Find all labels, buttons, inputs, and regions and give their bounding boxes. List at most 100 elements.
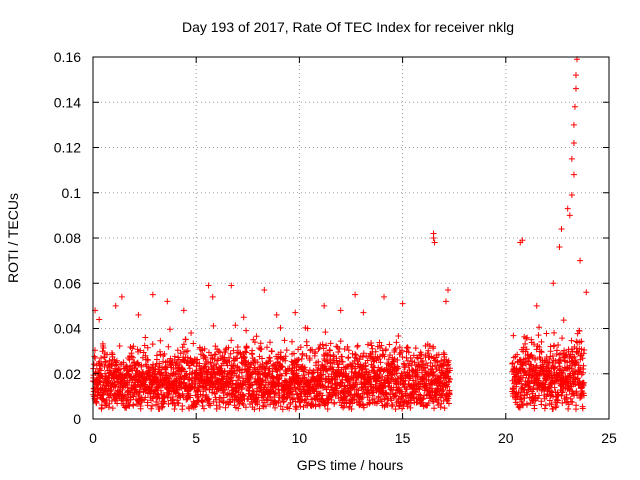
data-point xyxy=(257,340,264,347)
data-point xyxy=(179,344,186,351)
data-point xyxy=(137,347,144,354)
data-point xyxy=(232,322,239,329)
data-point xyxy=(292,309,299,316)
data-point xyxy=(566,387,573,394)
data-point xyxy=(233,372,240,379)
data-point xyxy=(548,401,555,408)
data-point xyxy=(509,360,516,367)
y-tick-label: 0.08 xyxy=(54,230,81,246)
data-point xyxy=(97,367,104,374)
data-point xyxy=(327,340,334,347)
data-point xyxy=(209,293,216,300)
data-point xyxy=(330,351,337,358)
data-point xyxy=(580,379,587,386)
data-point xyxy=(532,355,539,362)
data-point xyxy=(267,339,274,346)
data-point xyxy=(113,395,120,402)
data-point xyxy=(533,302,540,309)
data-point xyxy=(389,401,396,408)
data-point xyxy=(312,348,319,355)
data-point xyxy=(323,366,330,373)
data-point xyxy=(123,405,130,412)
data-point xyxy=(281,337,288,344)
data-point xyxy=(286,405,293,412)
data-point xyxy=(570,121,577,128)
data-point xyxy=(109,351,116,358)
data-point xyxy=(521,395,528,402)
data-point xyxy=(240,314,247,321)
data-point xyxy=(395,333,402,340)
data-point xyxy=(551,342,558,349)
data-point xyxy=(560,317,567,324)
data-point xyxy=(201,345,208,352)
data-point xyxy=(289,338,296,345)
data-point xyxy=(205,349,212,356)
data-point xyxy=(184,347,191,354)
data-point xyxy=(251,339,258,346)
data-point xyxy=(579,405,586,412)
data-point xyxy=(275,376,282,383)
data-point xyxy=(316,402,323,409)
data-point xyxy=(410,352,417,359)
data-point xyxy=(183,370,190,377)
data-point xyxy=(104,351,111,358)
data-point xyxy=(407,354,414,361)
data-point xyxy=(348,405,355,412)
data-point xyxy=(396,351,403,358)
data-point xyxy=(399,300,406,307)
data-point xyxy=(543,330,550,337)
data-point xyxy=(555,391,562,398)
data-point xyxy=(236,373,243,380)
data-point xyxy=(445,357,452,364)
data-point xyxy=(212,351,219,358)
data-point xyxy=(550,280,557,287)
data-point xyxy=(140,368,147,375)
data-point xyxy=(377,359,384,366)
data-point xyxy=(148,405,155,412)
data-point xyxy=(197,382,204,389)
y-axis: 0 0.02 0.04 0.06 0.08 0.1 0.12 0.14 0.16 xyxy=(54,49,609,427)
data-point xyxy=(191,384,198,391)
data-point xyxy=(316,390,323,397)
data-point xyxy=(240,392,247,399)
data-point xyxy=(306,355,313,362)
y-axis-label: ROTI / TECUs xyxy=(5,193,21,283)
data-point xyxy=(135,311,142,318)
data-point xyxy=(434,358,441,365)
data-point xyxy=(238,396,245,403)
data-point xyxy=(217,395,224,402)
data-point xyxy=(297,403,304,410)
data-point xyxy=(136,387,143,394)
data-point xyxy=(149,291,156,298)
data-point xyxy=(304,325,311,332)
data-point xyxy=(109,405,116,412)
data-point xyxy=(121,404,128,411)
data-point xyxy=(116,342,123,349)
y-tick-label: 0.02 xyxy=(54,366,81,382)
data-point xyxy=(182,336,189,343)
data-point xyxy=(376,339,383,346)
data-point xyxy=(282,353,289,360)
data-point xyxy=(549,353,556,360)
data-point xyxy=(445,287,452,294)
data-point xyxy=(273,311,280,318)
data-point xyxy=(352,369,359,376)
data-point xyxy=(339,379,346,386)
data-point xyxy=(563,391,570,398)
data-point xyxy=(202,363,209,370)
data-point xyxy=(309,346,316,353)
data-point xyxy=(242,358,249,365)
data-point xyxy=(142,334,149,341)
data-point xyxy=(568,192,575,199)
data-point xyxy=(287,399,294,406)
data-point xyxy=(97,362,104,369)
data-point xyxy=(379,373,386,380)
data-point xyxy=(581,347,588,354)
data-point xyxy=(527,352,534,359)
data-point xyxy=(337,370,344,377)
data-point xyxy=(357,361,364,368)
data-point xyxy=(410,394,417,401)
data-point xyxy=(556,244,563,251)
data-point xyxy=(278,372,285,379)
data-point xyxy=(429,397,436,404)
